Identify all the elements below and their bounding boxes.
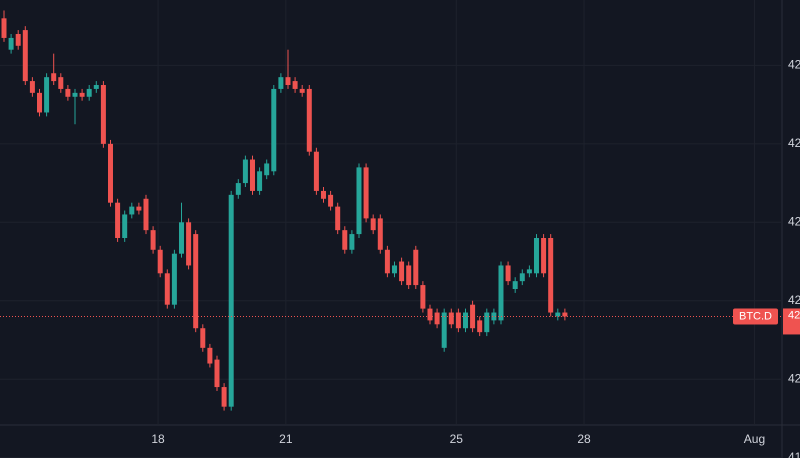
- candle-body: [186, 222, 192, 266]
- candle-body: [1, 18, 7, 38]
- candle-body: [427, 308, 433, 321]
- candle-body: [8, 37, 14, 50]
- candle-body: [44, 77, 50, 113]
- candle-body: [150, 230, 156, 250]
- candle-body: [363, 167, 369, 219]
- candle-body: [477, 320, 483, 333]
- candle-body: [420, 285, 426, 309]
- candle-body: [285, 77, 291, 86]
- candle-body: [349, 234, 355, 250]
- y-tick-label: 42.80: [788, 58, 800, 72]
- symbol-tag: [733, 308, 778, 325]
- x-tick-label: 18: [151, 432, 165, 446]
- candle-body: [462, 312, 468, 329]
- candle-body: [65, 88, 71, 97]
- y-tick-label: 42.00: [788, 371, 800, 385]
- candle-body: [541, 237, 547, 274]
- candle-body: [129, 206, 135, 215]
- candle-body: [51, 73, 57, 82]
- candle-body: [370, 218, 376, 231]
- candle-body: [498, 265, 504, 321]
- candle-body: [164, 273, 170, 305]
- candle-body: [79, 92, 85, 97]
- candle-body: [406, 265, 412, 286]
- candle-body: [271, 88, 277, 172]
- candle-body: [157, 249, 163, 274]
- candle-body: [526, 269, 532, 274]
- candle-body: [29, 81, 35, 93]
- price-tag: [783, 308, 800, 335]
- candle-body: [548, 237, 554, 313]
- y-tick-label: 41.80: [788, 450, 800, 458]
- candle-body: [15, 34, 21, 46]
- candle-body: [434, 312, 440, 325]
- candle-body: [384, 249, 390, 274]
- candle-body: [242, 159, 248, 184]
- candle-body: [562, 312, 568, 317]
- candle-body: [72, 92, 78, 97]
- candle-body: [86, 88, 92, 97]
- candle-body: [505, 265, 511, 282]
- candle-body: [264, 163, 270, 176]
- candle-body: [36, 92, 42, 113]
- candle-body: [115, 202, 121, 238]
- candle-body: [143, 198, 149, 231]
- candle-body: [100, 85, 106, 144]
- candle-body: [107, 143, 113, 203]
- candle-body: [171, 253, 177, 305]
- candle-body: [320, 190, 326, 199]
- x-tick-label: 21: [279, 432, 293, 446]
- candle-body: [491, 312, 497, 321]
- candle-body: [555, 312, 561, 317]
- candle-body: [214, 359, 220, 388]
- candle-body: [356, 167, 362, 235]
- candle-body: [328, 194, 334, 207]
- candle-body: [93, 85, 99, 89]
- candle-body: [519, 273, 525, 282]
- x-tick-label: Aug: [744, 432, 765, 446]
- y-tick-label: 42.40: [788, 214, 800, 228]
- y-tick-label: 42.20: [788, 293, 800, 307]
- candle-body: [441, 312, 447, 348]
- price-label: 42.16: [788, 309, 800, 321]
- candle-body: [22, 30, 28, 82]
- candle-body: [313, 151, 319, 191]
- y-tick-label: 42.60: [788, 136, 800, 150]
- candle-body: [178, 222, 184, 254]
- candle-body: [228, 194, 234, 407]
- x-tick-label: 28: [577, 432, 591, 446]
- candle-body: [299, 88, 305, 93]
- candle-body: [200, 328, 206, 348]
- candle-body: [533, 237, 539, 274]
- candle-body: [512, 281, 518, 289]
- candle-body: [377, 218, 383, 250]
- candle-body: [413, 249, 419, 286]
- candle-body: [136, 206, 142, 211]
- candle-body: [58, 77, 64, 89]
- symbol-label: BTC.D: [739, 310, 772, 322]
- candle-body: [455, 312, 461, 329]
- candle-body: [342, 230, 348, 250]
- candle-body: [335, 206, 341, 231]
- candle-body: [249, 159, 255, 191]
- candle-body: [278, 77, 284, 89]
- candle-body: [221, 387, 227, 407]
- x-tick-label: 25: [450, 432, 464, 446]
- candle-body: [257, 171, 263, 191]
- candle-body: [122, 214, 128, 238]
- candle-body: [207, 347, 213, 364]
- candle-body: [193, 234, 199, 329]
- candle-body: [292, 81, 298, 89]
- candle-body: [306, 88, 312, 152]
- candle-body: [470, 304, 476, 329]
- candle-body: [399, 261, 405, 282]
- candle-body: [448, 312, 454, 325]
- candle-body: [484, 312, 490, 333]
- candle-body: [235, 183, 241, 195]
- candle-body: [391, 265, 397, 274]
